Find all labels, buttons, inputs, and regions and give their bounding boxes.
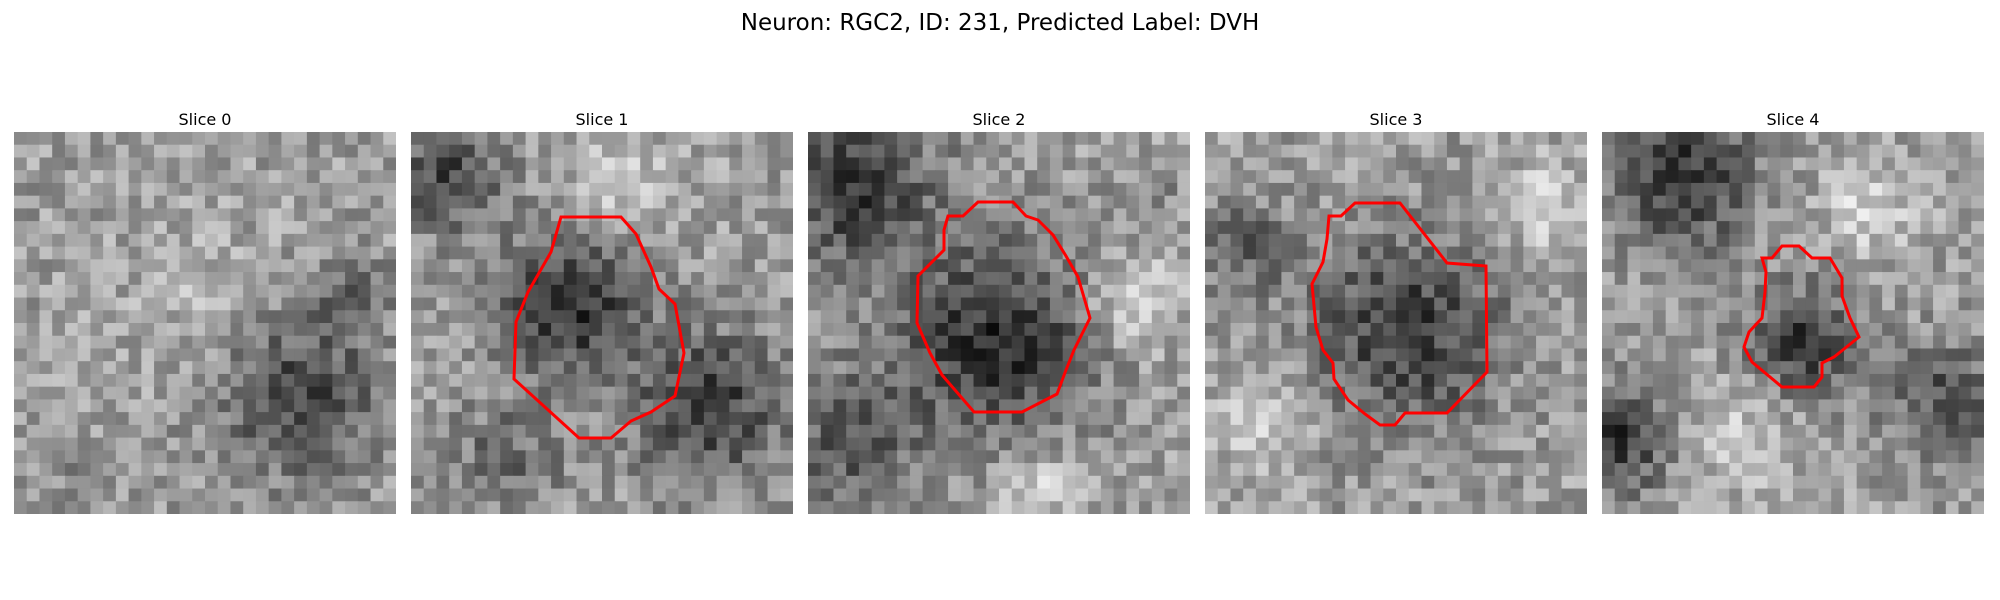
slice-image-2 xyxy=(808,132,1190,514)
slice-panel-0: Slice 0 xyxy=(14,108,396,514)
segmentation-contour-1 xyxy=(512,215,686,440)
figure-title: Neuron: RGC2, ID: 231, Predicted Label: … xyxy=(740,10,1260,36)
slice-image-3 xyxy=(1205,132,1587,514)
slice-panel-3: Slice 3 xyxy=(1205,108,1587,514)
slice-title-3: Slice 3 xyxy=(1369,110,1423,129)
segmentation-contour-4 xyxy=(1742,244,1861,389)
slice-title-1: Slice 1 xyxy=(575,110,629,129)
slice-title-2: Slice 2 xyxy=(972,110,1026,129)
slice-panel-2: Slice 2 xyxy=(808,108,1190,514)
segmentation-contour-2 xyxy=(915,200,1092,414)
slice-title-0: Slice 0 xyxy=(178,110,232,129)
slice-title-4: Slice 4 xyxy=(1766,110,1820,129)
slice-panel-1: Slice 1 xyxy=(411,108,793,514)
slice-image-1 xyxy=(411,132,793,514)
slice-image-0 xyxy=(14,132,396,514)
segmentation-contour-3 xyxy=(1310,201,1489,427)
slice-image-4 xyxy=(1602,132,1984,514)
slice-panel-4: Slice 4 xyxy=(1602,108,1984,514)
